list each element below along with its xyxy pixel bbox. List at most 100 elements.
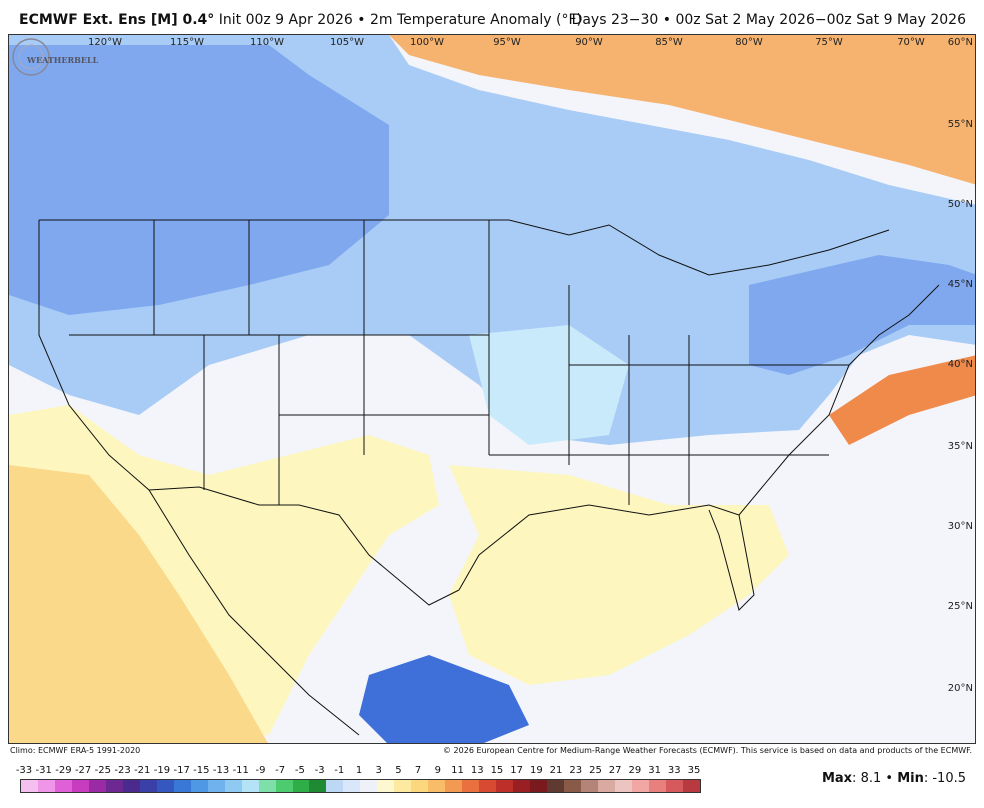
init-text: Init 00z 9 Apr 2026 • 2m Temperature Ano… [214, 12, 582, 28]
map-canvas: 120°W 115°W 110°W 105°W 100°W 95°W 90°W 85°W 80°… [9, 35, 975, 743]
scale-swatch [513, 780, 531, 792]
scale-swatch [207, 780, 225, 792]
us-canada-border [39, 219, 890, 276]
scale-tick: -5 [294, 765, 305, 776]
valid-period: Days 23−30 • 00z Sat 2 May 2026−00z Sat … [571, 12, 966, 28]
weatherbell-logo-text: WEATHERBELL [26, 55, 99, 65]
lon-label: 70°W [897, 37, 925, 48]
scale-ticks: -33 -31 -29 -27 -25 -23 -21 -19 -17 -15 -13 -11 -9 -7… [14, 765, 704, 779]
min-value: -10.5 [932, 771, 966, 786]
scale-swatch [597, 780, 615, 792]
hot-pacific-zone [9, 465, 268, 743]
scale-tick: 25 [589, 765, 602, 776]
scale-tick: -9 [255, 765, 266, 776]
scale-tick: 31 [648, 765, 661, 776]
scale-swatch [275, 780, 293, 792]
scale-swatch [648, 780, 666, 792]
scale-tick: 7 [414, 765, 422, 776]
scale-tick: -33 [15, 765, 33, 776]
scale-tick: -21 [134, 765, 151, 776]
us-mexico-border [148, 486, 460, 606]
scale-swatch [564, 780, 581, 792]
lat-label: 30°N [948, 521, 973, 532]
lat-label: 55°N [948, 119, 973, 130]
max-label: Max [821, 771, 853, 786]
cold-northwest-zone [9, 45, 389, 315]
scale-swatch [241, 780, 259, 792]
scale-swatch [71, 780, 89, 792]
scale-tick: 33 [667, 765, 681, 776]
scale-swatch [105, 780, 123, 792]
scale-tick: -13 [212, 765, 230, 776]
scale-tick: 23 [569, 765, 583, 776]
scale-tick: -27 [74, 765, 92, 776]
pacific-coast [38, 220, 360, 736]
scale-tick: 19 [529, 765, 543, 776]
climo-note: Climo: ECMWF ERA-5 1991-2020 [10, 746, 141, 755]
borders [38, 219, 940, 736]
lon-label: 80°W [735, 37, 763, 48]
map-title: ECMWF Ext. Ens [M] 0.4° Init 00z 9 Apr 2… [19, 12, 582, 28]
model-name: ECMWF Ext. Ens [M] 0.4 [19, 12, 208, 28]
scale-swatch [462, 780, 480, 792]
lon-label: 90°W [575, 37, 603, 48]
scale-swatch [122, 780, 140, 792]
scale-swatch [496, 780, 514, 792]
scale-swatch [580, 780, 598, 792]
scale-swatch [54, 780, 72, 792]
anomaly-map: 120°W 115°W 110°W 105°W 100°W 95°W 90°W 85°W 80°… [8, 34, 976, 744]
scale-tick: -23 [114, 765, 131, 776]
slightly-cool-zone [469, 325, 629, 445]
scale-swatch [530, 780, 548, 792]
copyright-note: © 2026 European Centre for Medium-Range … [443, 746, 972, 755]
scale-tick: 13 [470, 765, 484, 776]
header: ECMWF Ext. Ens [M] 0.4° Init 00z 9 Apr 2… [0, 0, 984, 34]
color-scale: -33 -31 -29 -27 -25 -23 -21 -19 -17 -15 -13 -11 -9 -7… [14, 765, 704, 795]
lon-label: 120°W [88, 37, 122, 48]
scale-swatch [343, 780, 361, 792]
longitude-labels: 120°W 115°W 110°W 105°W 100°W 95°W 90°W 85°W 80°… [88, 37, 925, 48]
scale-swatch [292, 780, 310, 792]
scale-swatch [682, 780, 700, 792]
scale-swatch [665, 780, 683, 792]
max-colon: : [852, 771, 861, 786]
max-min-stats: Max: 8.1 • Min: -10.5 [822, 771, 966, 786]
weatherbell-logo: WEATHERBELL [12, 38, 99, 76]
scale-swatch [394, 780, 412, 792]
scale-tick: -25 [94, 765, 111, 776]
scale-swatch [445, 780, 463, 792]
stats-separator: • [881, 771, 898, 786]
scale-tick: 1 [355, 765, 363, 776]
scale-swatch [258, 780, 276, 792]
scale-tick: -1 [334, 765, 345, 776]
scale-swatch [547, 780, 564, 792]
gulf-coast [458, 504, 755, 611]
warm-atlantic-streak [829, 355, 975, 445]
lon-label: 115°W [170, 37, 204, 48]
lat-label: 50°N [948, 199, 973, 210]
lat-label: 45°N [948, 279, 973, 290]
scale-swatch [139, 780, 157, 792]
warm-canada-zone [389, 35, 975, 185]
scale-tick: 15 [490, 765, 504, 776]
lon-label: 75°W [815, 37, 843, 48]
scale-tick: 35 [687, 765, 701, 776]
cold-mexico-patch [359, 655, 529, 743]
scale-tick: -29 [55, 765, 72, 776]
min-colon: : [923, 771, 933, 786]
degree-sign: ° [207, 12, 215, 28]
scale-swatch [21, 780, 38, 792]
min-label: Min [897, 771, 924, 786]
lat-label: 20°N [948, 683, 973, 694]
scale-swatch [411, 780, 429, 792]
scale-tick: 9 [434, 765, 441, 776]
scale-swatch [190, 780, 208, 792]
lon-label: 85°W [655, 37, 683, 48]
scale-tick: -19 [153, 765, 171, 776]
scale-tick: 3 [375, 765, 382, 776]
scale-tick: 27 [608, 765, 622, 776]
scale-swatch [428, 780, 446, 792]
scale-swatch [614, 780, 632, 792]
lat-label: 60°N [948, 37, 973, 48]
scale-swatches [20, 779, 701, 793]
